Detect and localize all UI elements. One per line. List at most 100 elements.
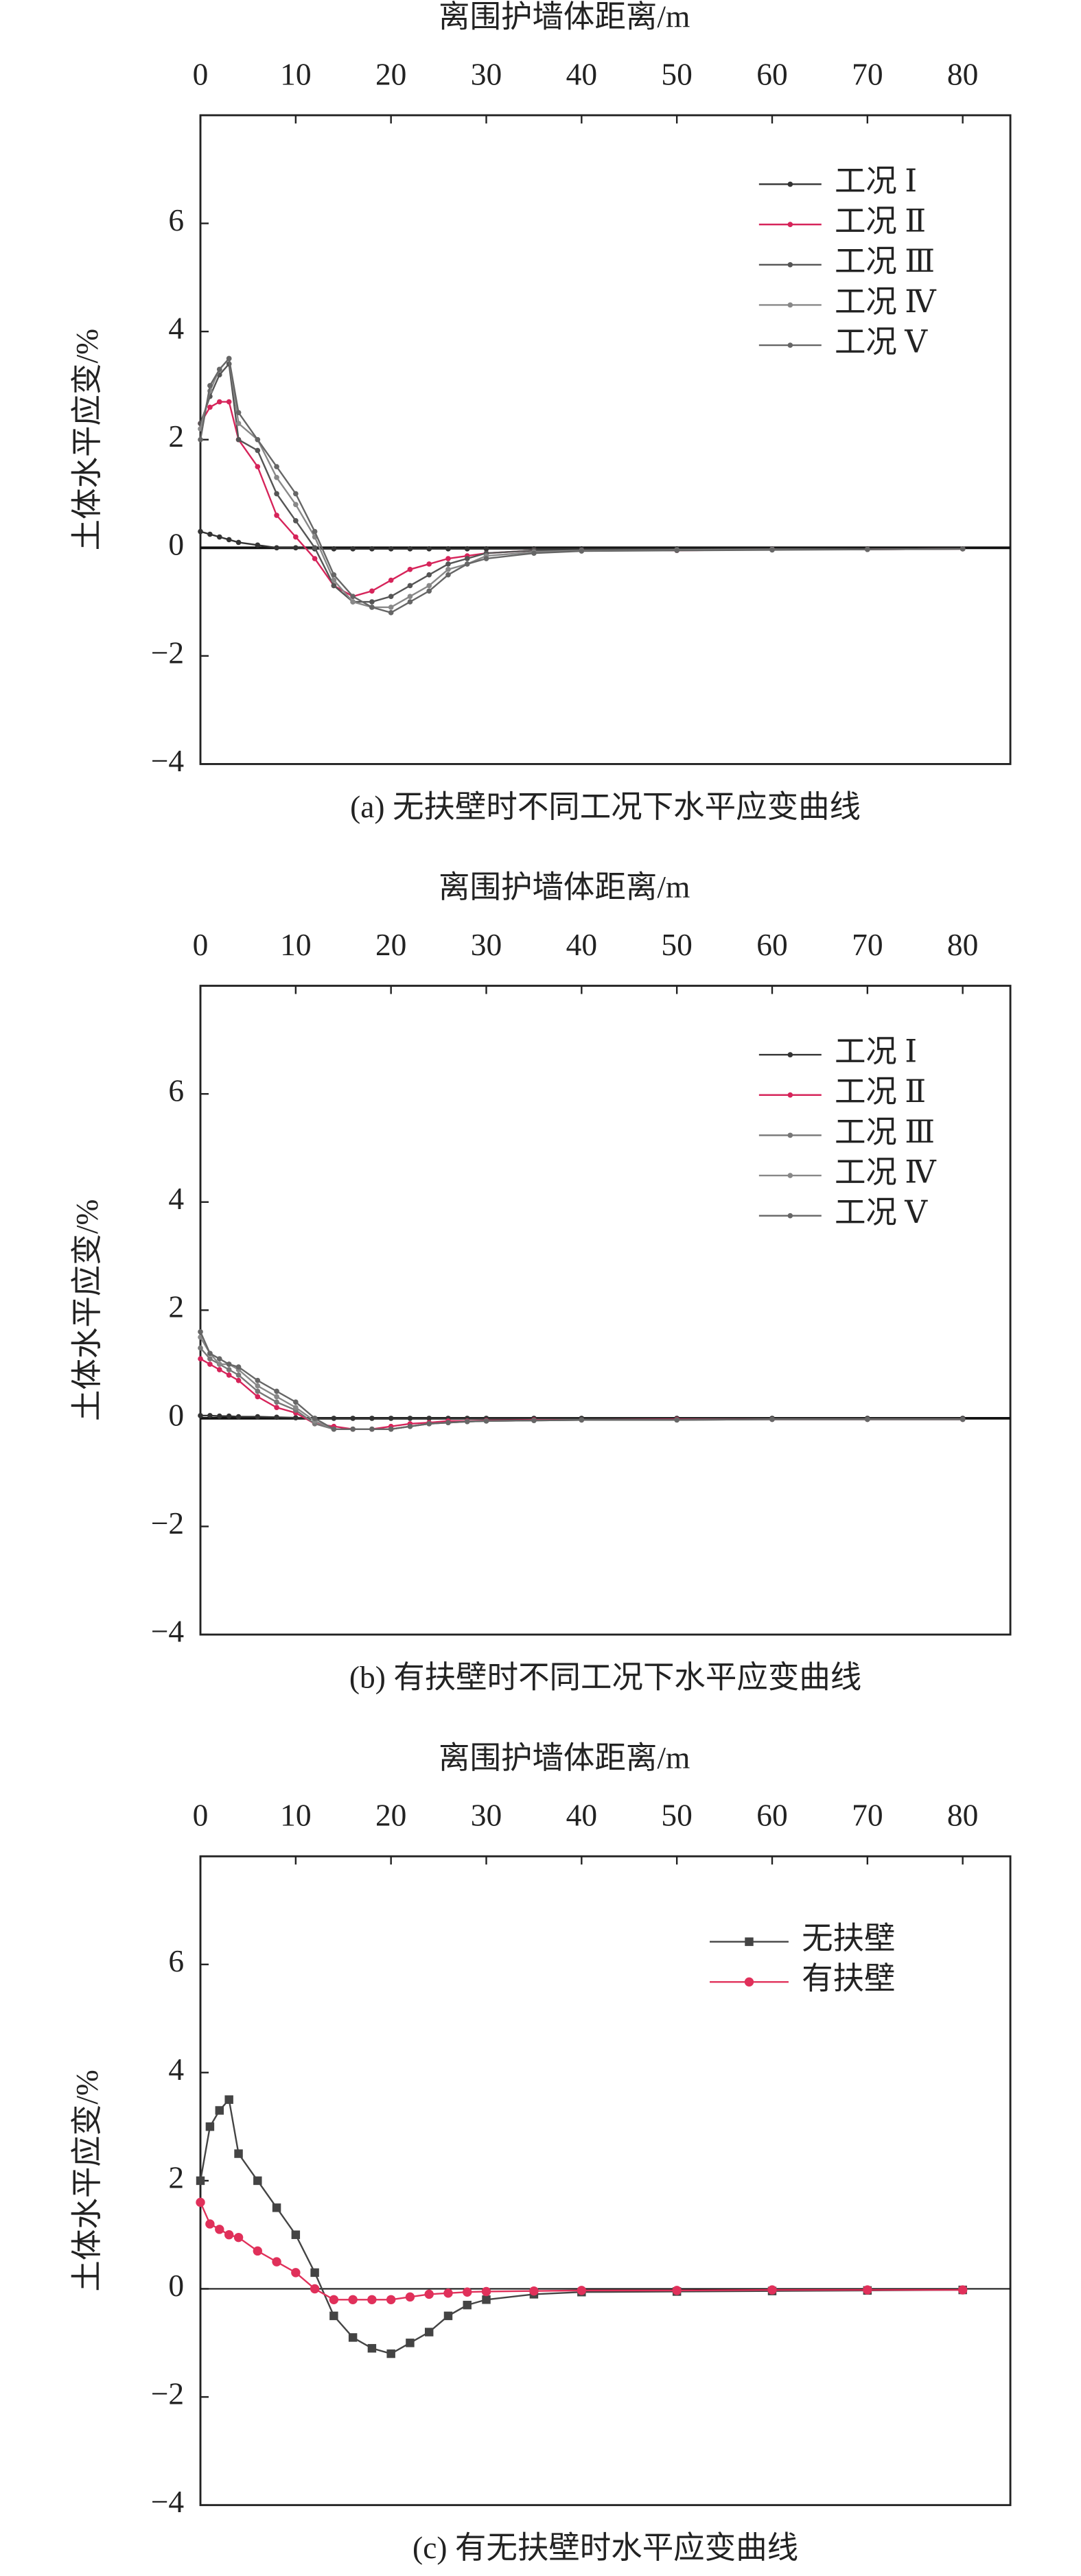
data-point (207, 1350, 213, 1357)
y-tick-label: 2 (168, 1289, 184, 1324)
y-axis-label: 土体水平应变/% (69, 2070, 104, 2291)
data-point (464, 546, 470, 552)
data-point (274, 1414, 279, 1420)
data-point (405, 2292, 415, 2302)
data-point (464, 556, 470, 561)
data-point (350, 1416, 356, 1421)
data-point (769, 1416, 775, 1422)
legend-label: 工况 Ⅳ (835, 284, 937, 319)
data-point (407, 599, 413, 605)
x-tick-label: 30 (471, 56, 502, 91)
data-point (482, 2295, 491, 2304)
x-tick-label: 0 (193, 56, 209, 91)
data-point (369, 588, 375, 594)
data-point (293, 545, 299, 551)
data-point (388, 577, 394, 583)
data-point (216, 366, 222, 373)
data-point (226, 1361, 232, 1367)
legend-label: 工况 Ⅱ (835, 1074, 926, 1109)
data-point (198, 528, 203, 535)
data-point (274, 1405, 279, 1410)
data-point (312, 1416, 318, 1421)
data-point (291, 2268, 301, 2278)
data-point (369, 599, 375, 605)
data-point (205, 2219, 215, 2229)
legend-marker (745, 1937, 754, 1946)
data-point (388, 609, 394, 616)
data-point (312, 556, 318, 561)
data-point (274, 491, 279, 497)
data-point (863, 2285, 872, 2295)
data-point (293, 1399, 299, 1405)
data-point (388, 546, 394, 552)
data-point (215, 2225, 224, 2234)
data-point (216, 1361, 222, 1367)
data-point (348, 2295, 358, 2304)
data-point (426, 572, 432, 578)
y-axis-label: 土体水平应变/% (69, 1199, 104, 1421)
data-point (424, 2328, 434, 2337)
data-point (529, 2286, 539, 2296)
data-point (388, 605, 394, 610)
legend-marker (787, 261, 793, 268)
legend-marker (787, 222, 793, 227)
data-point (255, 542, 261, 548)
data-point (274, 1399, 279, 1405)
data-point (445, 546, 451, 552)
data-point (426, 588, 432, 594)
data-point (531, 550, 537, 556)
data-point (235, 1364, 242, 1370)
data-point (426, 1416, 432, 1421)
x-tick-label: 80 (947, 1798, 978, 1833)
data-point (198, 1329, 203, 1335)
legend-marker (787, 1052, 793, 1057)
data-point (957, 2285, 968, 2295)
x-axis-label: 离围护墙体距离/m (439, 869, 690, 904)
data-point (235, 1377, 242, 1383)
data-point (255, 1383, 261, 1389)
data-point (226, 1413, 232, 1419)
data-point (293, 502, 299, 508)
data-point (331, 577, 337, 583)
data-point (274, 545, 279, 551)
data-point (291, 2230, 301, 2239)
data-point (426, 583, 432, 589)
legend-label: 有扶壁 (802, 1961, 895, 1996)
data-point (426, 546, 432, 552)
data-point (274, 1388, 279, 1394)
y-tick-label: 4 (168, 1181, 184, 1216)
x-tick-label: 40 (566, 56, 597, 91)
y-axis-label: 土体水平应变/% (69, 329, 104, 550)
series-line (199, 401, 963, 598)
legend-label: 工况 Ⅴ (835, 1195, 928, 1230)
y-tick-label: 6 (168, 1943, 184, 1978)
legend-label: 无扶壁 (802, 1921, 895, 1956)
data-point (386, 2295, 396, 2304)
data-point (216, 1413, 222, 1419)
legend-marker (787, 342, 793, 348)
data-point (388, 594, 394, 600)
y-tick-label: 0 (168, 2268, 184, 2303)
y-tick-label: 4 (168, 311, 184, 346)
data-point (226, 355, 232, 362)
data-point (216, 399, 222, 405)
data-point (198, 1345, 203, 1351)
x-tick-label: 60 (756, 56, 787, 91)
data-point (196, 2197, 205, 2208)
data-point (674, 1417, 679, 1423)
x-tick-label: 20 (375, 56, 406, 91)
data-point (407, 546, 413, 552)
data-point (388, 1416, 394, 1421)
x-tick-label: 40 (566, 1798, 597, 1833)
series-line (199, 362, 963, 603)
data-point (310, 2284, 320, 2294)
data-point (255, 436, 261, 443)
x-tick-label: 30 (471, 927, 502, 962)
x-tick-label: 50 (661, 56, 692, 91)
x-tick-label: 10 (280, 1798, 311, 1833)
data-point (253, 2176, 262, 2186)
data-point (407, 1423, 413, 1429)
data-point (274, 464, 279, 469)
data-point (483, 1418, 489, 1424)
